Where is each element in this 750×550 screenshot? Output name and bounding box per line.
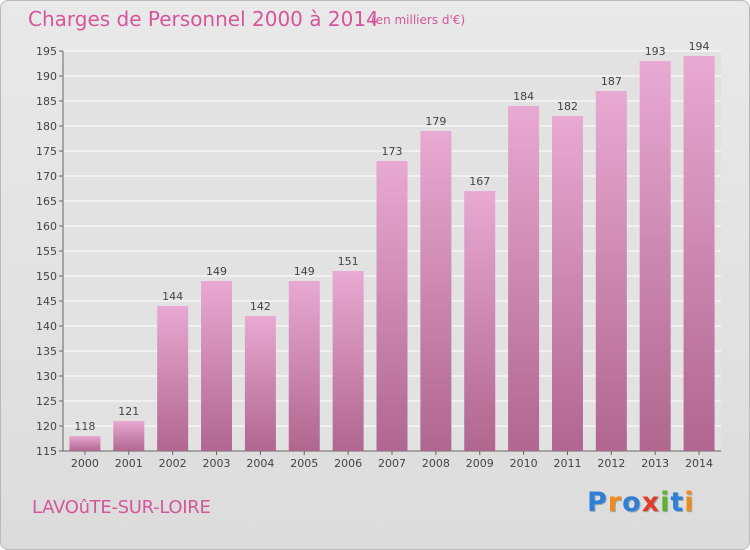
x-tick-label: 2002 xyxy=(159,457,187,470)
x-tick-label: 2011 xyxy=(553,457,581,470)
data-label: 149 xyxy=(294,265,315,278)
data-label: 184 xyxy=(513,90,534,103)
bar xyxy=(113,421,145,451)
bar xyxy=(683,56,715,451)
bar xyxy=(201,281,233,451)
data-label: 144 xyxy=(162,290,183,303)
x-tick-label: 2005 xyxy=(290,457,318,470)
y-tick-label: 125 xyxy=(36,395,57,408)
data-label: 187 xyxy=(601,75,622,88)
y-tick-label: 170 xyxy=(36,170,57,183)
data-label: 173 xyxy=(382,145,403,158)
bar xyxy=(244,316,276,451)
bar xyxy=(595,91,627,451)
data-label: 149 xyxy=(206,265,227,278)
chart-title: Charges de Personnel 2000 à 2014 xyxy=(28,7,379,31)
logo-letter: P xyxy=(587,487,608,518)
y-tick-label: 150 xyxy=(36,270,57,283)
y-tick-label: 155 xyxy=(36,245,57,258)
y-tick-label: 140 xyxy=(36,320,57,333)
y-tick-label: 180 xyxy=(36,120,57,133)
bar xyxy=(464,191,496,451)
y-tick-label: 160 xyxy=(36,220,57,233)
logo-letter: t xyxy=(670,487,685,518)
y-tick-label: 190 xyxy=(36,70,57,83)
x-tick-label: 2013 xyxy=(641,457,669,470)
x-tick-label: 2008 xyxy=(422,457,450,470)
x-tick-label: 2006 xyxy=(334,457,362,470)
data-label: 194 xyxy=(689,40,710,53)
data-label: 182 xyxy=(557,100,578,113)
y-tick-label: 175 xyxy=(36,145,57,158)
bar xyxy=(376,161,408,451)
y-tick-label: 195 xyxy=(36,45,57,58)
logo-letter: i xyxy=(660,487,671,518)
x-tick-label: 2007 xyxy=(378,457,406,470)
bar xyxy=(508,106,540,451)
bar xyxy=(332,271,364,451)
data-label: 193 xyxy=(645,45,666,58)
x-tick-label: 2003 xyxy=(203,457,231,470)
bar xyxy=(69,436,101,451)
axes: 115 120 125 130 135 140 145 150 155 160 165 170 175 1… xyxy=(36,45,721,470)
data-label: 121 xyxy=(118,405,139,418)
data-label: 118 xyxy=(74,420,95,433)
data-label: 151 xyxy=(338,255,359,268)
x-tick-label: 2012 xyxy=(597,457,625,470)
logo-letter: r xyxy=(607,487,623,518)
y-tick-label: 130 xyxy=(36,370,57,383)
y-tick-label: 135 xyxy=(36,345,57,358)
x-tick-label: 2014 xyxy=(685,457,713,470)
city-name: LAVOûTE-SUR-LOIRE xyxy=(32,497,211,518)
x-tick-label: 2004 xyxy=(246,457,274,470)
data-labels: 118 121 144 149 142 149 151 173 179 167 184 182 187 1… xyxy=(74,40,709,433)
y-tick-label: 165 xyxy=(36,195,57,208)
x-tick-label: 2001 xyxy=(115,457,143,470)
bar xyxy=(551,116,583,451)
data-label: 142 xyxy=(250,300,271,313)
bar xyxy=(639,61,671,451)
bars xyxy=(69,56,715,451)
chart-subtitle: (en milliers d'€) xyxy=(371,13,466,27)
bar xyxy=(288,281,320,451)
logo-letter: i xyxy=(684,487,695,518)
x-tick-label: 2000 xyxy=(71,457,99,470)
x-tick-label: 2010 xyxy=(510,457,538,470)
y-tick-label: 120 xyxy=(36,420,57,433)
y-tick-label: 185 xyxy=(36,95,57,108)
y-tick-label: 115 xyxy=(36,445,57,458)
bar xyxy=(157,306,189,451)
y-tick-label: 145 xyxy=(36,295,57,308)
data-label: 179 xyxy=(425,115,446,128)
data-label: 167 xyxy=(469,175,490,188)
x-tick-label: 2009 xyxy=(466,457,494,470)
bar xyxy=(420,131,452,451)
proxiti-logo: Proxiti xyxy=(587,487,695,518)
logo-letter: o xyxy=(622,487,642,518)
logo-letter: x xyxy=(641,487,661,518)
